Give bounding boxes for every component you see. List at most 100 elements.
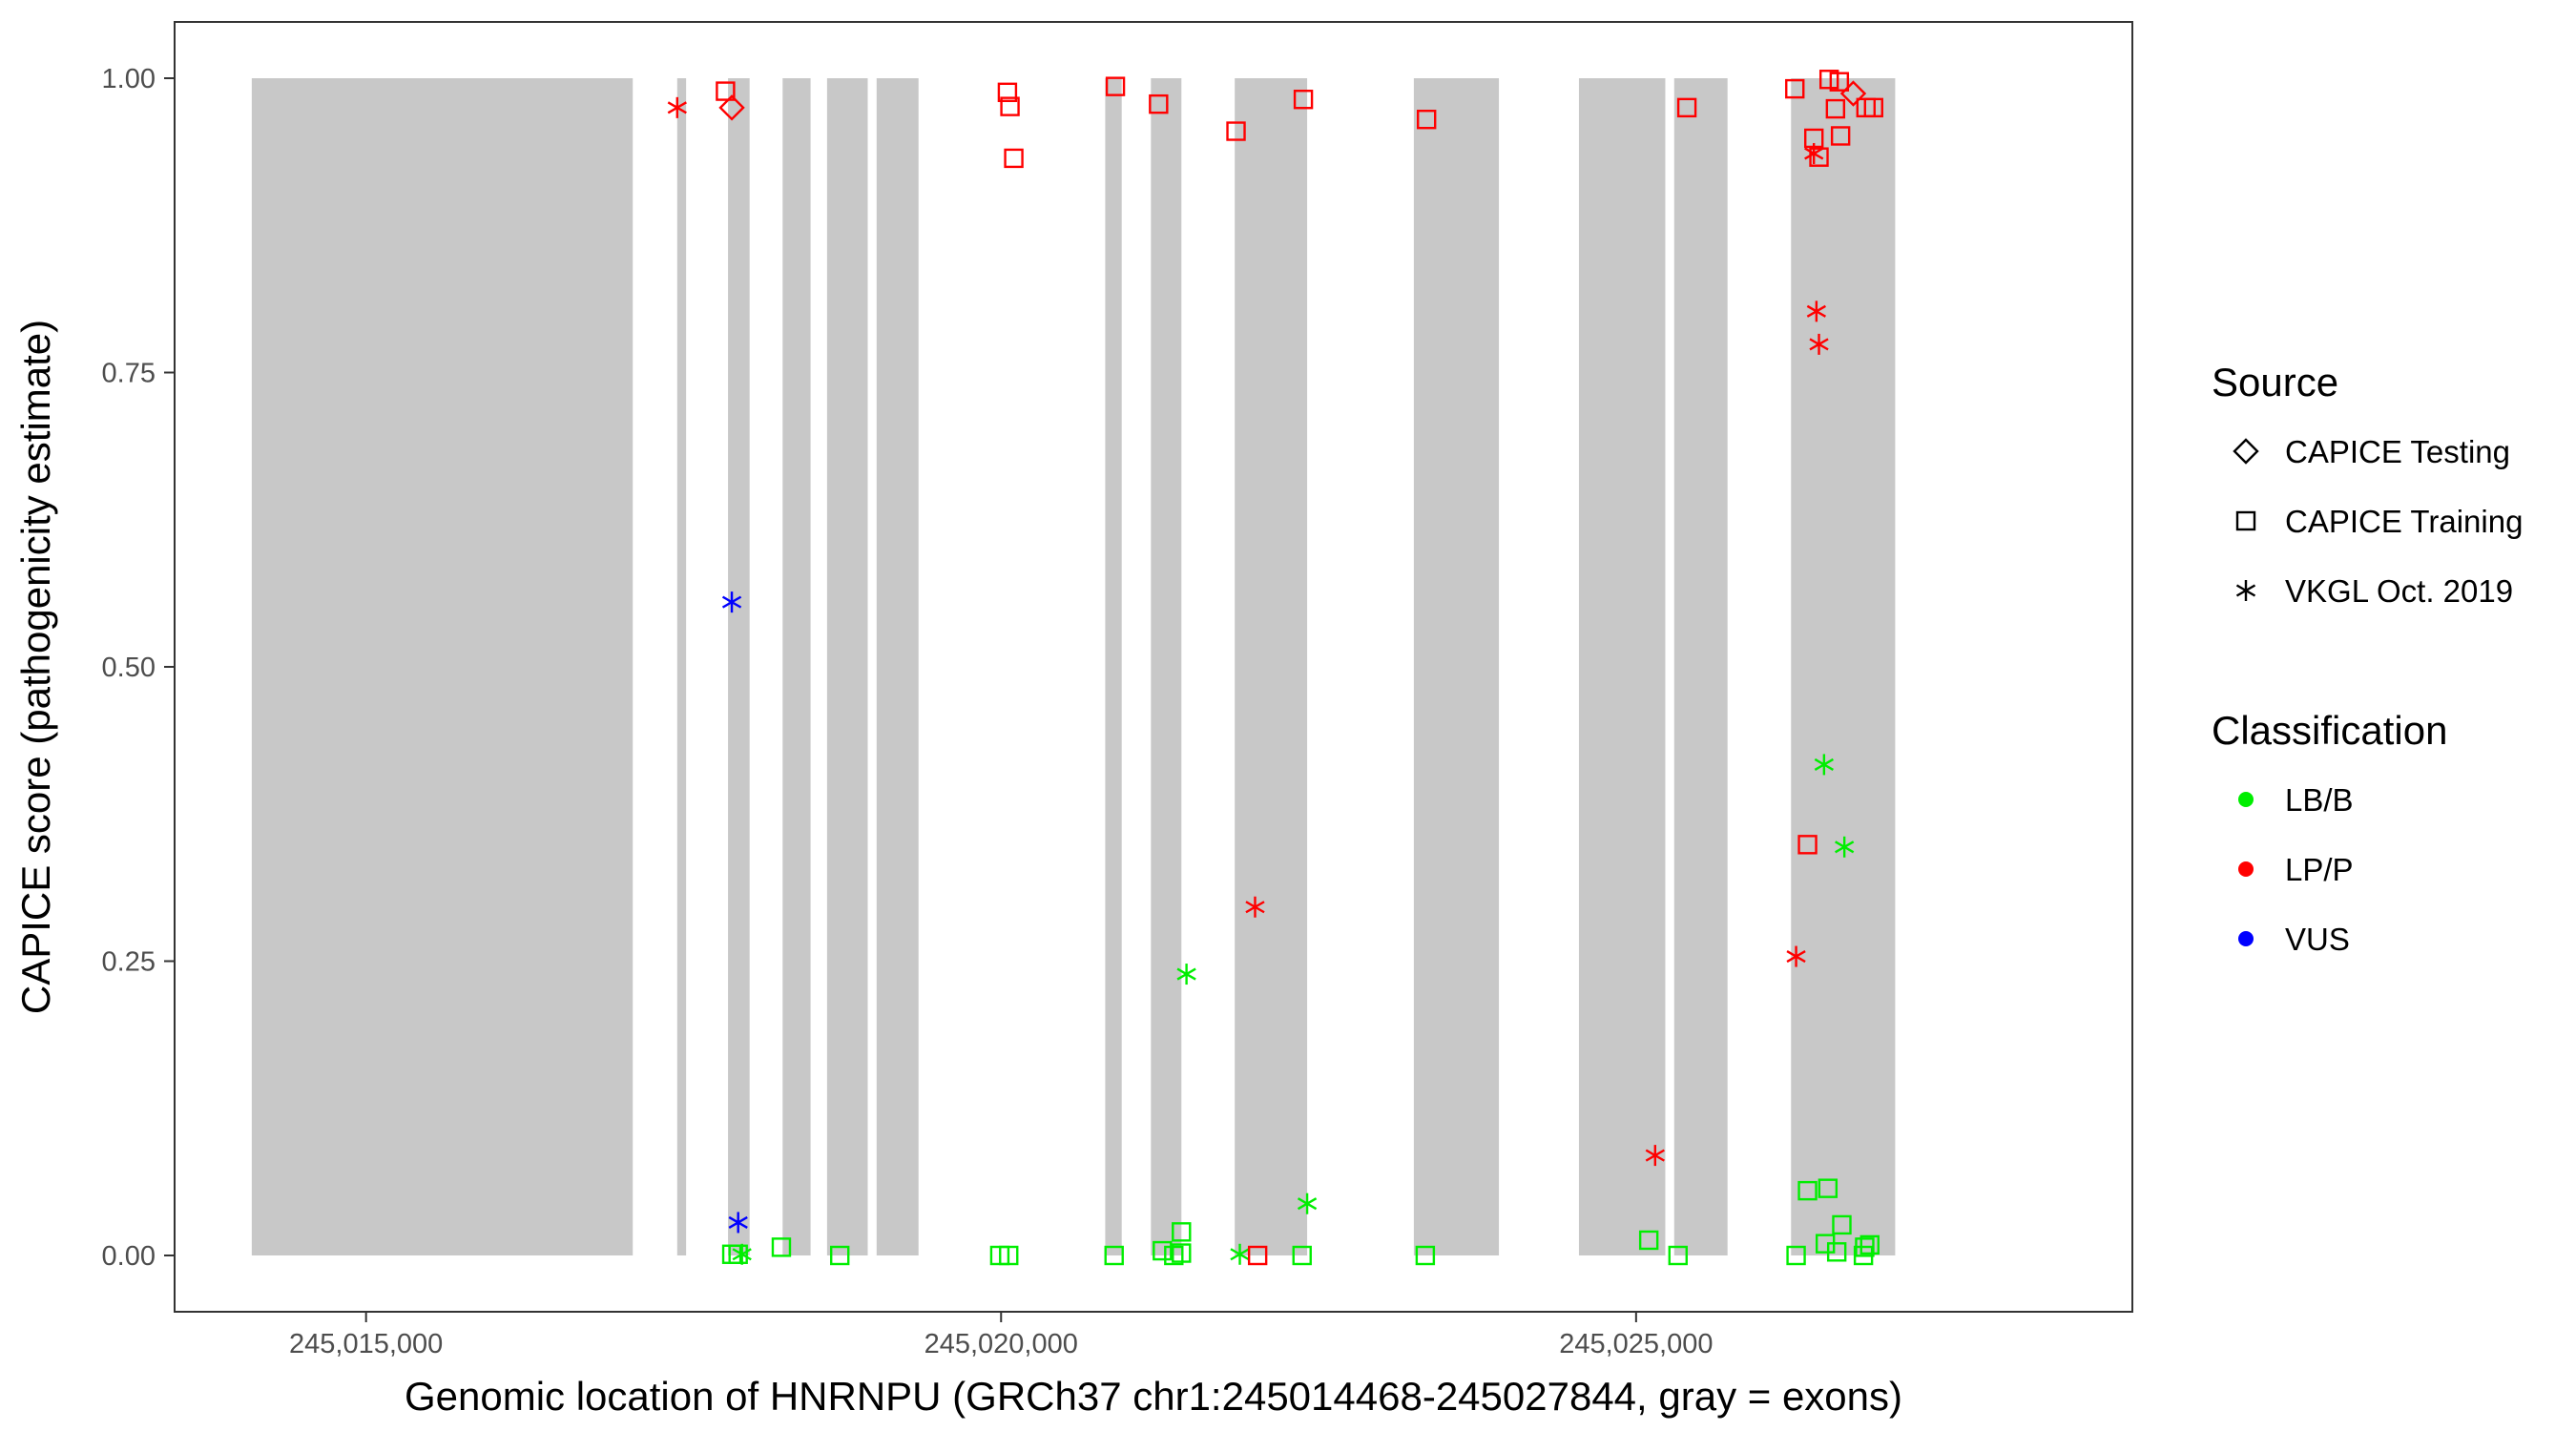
data-point xyxy=(1786,945,1806,967)
data-point xyxy=(728,1212,748,1234)
exon-band xyxy=(676,77,687,1256)
y-tick-label: 1.00 xyxy=(102,64,156,94)
data-point xyxy=(1105,76,1126,96)
data-points xyxy=(667,70,1883,1266)
exon-band xyxy=(1235,77,1308,1256)
data-point xyxy=(1292,1245,1312,1266)
legend-group: Source CAPICE Testing CAPICE Training VKGL … xyxy=(2212,360,2523,609)
data-point xyxy=(1172,1243,1192,1263)
y-tick-label: 0.25 xyxy=(102,947,156,978)
exon-band xyxy=(1105,77,1122,1256)
data-point xyxy=(830,1245,850,1266)
data-point xyxy=(999,1245,1019,1266)
data-point xyxy=(1814,754,1834,776)
data-point xyxy=(1806,301,1826,322)
exon-band xyxy=(782,77,811,1256)
data-point xyxy=(1645,1145,1665,1167)
data-point xyxy=(1153,1240,1173,1261)
legend-label: CAPICE Testing xyxy=(2285,434,2510,469)
legend-title: Source xyxy=(2212,360,2338,404)
data-point xyxy=(1676,97,1697,118)
data-point xyxy=(771,1237,792,1257)
data-point xyxy=(1853,1245,1874,1266)
legend-label: VUS xyxy=(2285,922,2350,957)
exon-band xyxy=(1151,77,1182,1256)
legend: Source CAPICE Testing CAPICE Training VKGL … xyxy=(2212,360,2523,957)
legend-title: Classification xyxy=(2212,708,2447,753)
data-point xyxy=(1809,333,1829,355)
x-tick-label: 245,020,000 xyxy=(924,1329,1078,1359)
legend-label: VKGL Oct. 2019 xyxy=(2285,573,2513,609)
data-point xyxy=(716,81,736,101)
data-point xyxy=(1297,1192,1318,1214)
x-axis-title: Genomic location of HNRNPU (GRCh37 chr1:… xyxy=(405,1374,1902,1419)
data-point xyxy=(1415,1245,1436,1266)
data-point xyxy=(1245,896,1265,918)
data-point xyxy=(1785,78,1805,99)
data-point xyxy=(1809,147,1829,167)
data-point xyxy=(721,591,742,613)
data-point xyxy=(1818,70,1839,90)
legend-label: CAPICE Training xyxy=(2285,504,2523,539)
data-point xyxy=(1176,964,1196,985)
data-point xyxy=(1172,1222,1192,1242)
legend-key xyxy=(2235,580,2256,601)
legend-label: LP/P xyxy=(2285,852,2354,887)
y-tick-label: 0.50 xyxy=(102,653,156,683)
data-point xyxy=(1104,1245,1124,1266)
data-point xyxy=(1786,1245,1806,1266)
data-point xyxy=(1829,72,1850,92)
exon-band xyxy=(1673,77,1728,1256)
data-point xyxy=(1149,93,1169,114)
data-point xyxy=(1226,121,1246,141)
data-point xyxy=(1818,1178,1839,1198)
legend-key xyxy=(2238,931,2254,946)
exon-band xyxy=(826,77,868,1256)
x-tick-label: 245,015,000 xyxy=(289,1329,443,1359)
data-point xyxy=(1826,1242,1847,1262)
exon-bands xyxy=(251,77,1896,1256)
exon-band xyxy=(251,77,634,1256)
y-tick-label: 0.00 xyxy=(102,1241,156,1272)
exon-band xyxy=(1791,77,1896,1256)
data-point xyxy=(1839,80,1867,107)
data-point xyxy=(1830,126,1851,146)
data-point xyxy=(1832,1214,1852,1235)
data-point xyxy=(1863,97,1883,118)
legend-key xyxy=(2238,792,2254,807)
exon-band xyxy=(728,77,750,1256)
x-axis: 245,015,000 245,020,000 245,025,000 xyxy=(289,1312,1713,1359)
data-point xyxy=(1004,148,1024,169)
y-axis: 0.00 0.25 0.50 0.75 1.00 xyxy=(102,64,175,1272)
data-point xyxy=(732,1243,752,1265)
data-point xyxy=(1293,90,1314,110)
x-tick-label: 245,025,000 xyxy=(1559,1329,1713,1359)
data-point xyxy=(1835,836,1855,858)
data-point xyxy=(997,82,1018,103)
exon-band xyxy=(876,77,919,1256)
data-point xyxy=(1797,1180,1818,1201)
data-point xyxy=(1668,1245,1688,1266)
legend-key xyxy=(2238,861,2254,877)
data-point xyxy=(667,96,687,118)
y-tick-label: 0.75 xyxy=(102,358,156,388)
legend-group: Classification LB/B LP/P VUS xyxy=(2212,708,2447,957)
legend-key xyxy=(2235,510,2256,531)
data-point xyxy=(728,1244,748,1264)
data-point xyxy=(1804,142,1824,164)
exon-band xyxy=(1413,77,1500,1256)
data-point xyxy=(1859,1234,1880,1255)
data-point xyxy=(718,94,745,121)
legend-label: LB/B xyxy=(2285,782,2354,818)
y-axis-title: CAPICE score (pathogenicity estimate) xyxy=(13,320,58,1014)
exon-band xyxy=(1578,77,1666,1256)
data-point xyxy=(1230,1243,1250,1265)
data-point xyxy=(1000,96,1020,116)
data-point xyxy=(1797,835,1818,855)
data-point xyxy=(1825,98,1846,119)
legend-key xyxy=(2233,438,2259,465)
data-point xyxy=(1638,1230,1659,1251)
data-point xyxy=(1247,1245,1268,1266)
data-point xyxy=(1417,109,1437,130)
